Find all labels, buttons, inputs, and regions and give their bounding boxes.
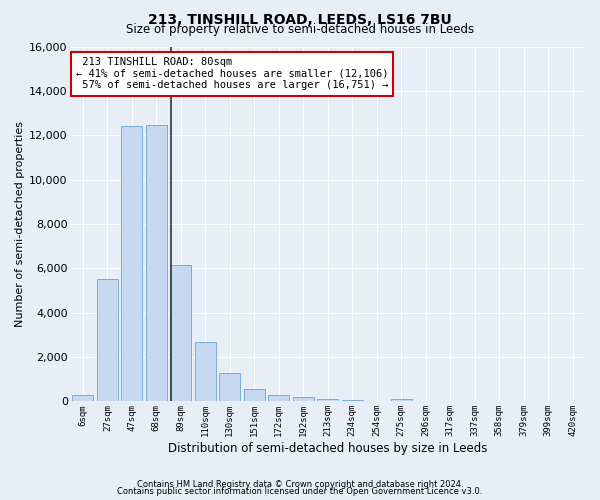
- Bar: [97, 280, 118, 402]
- Bar: [121, 126, 142, 402]
- Text: 213 TINSHILL ROAD: 80sqm
← 41% of semi-detached houses are smaller (12,106)
 57%: 213 TINSHILL ROAD: 80sqm ← 41% of semi-d…: [76, 57, 388, 90]
- Text: Contains HM Land Registry data © Crown copyright and database right 2024.: Contains HM Land Registry data © Crown c…: [137, 480, 463, 489]
- Bar: [220, 372, 240, 402]
- Bar: [293, 397, 314, 402]
- Bar: [342, 400, 362, 402]
- Bar: [391, 399, 412, 402]
- Bar: [73, 395, 93, 402]
- Bar: [244, 389, 265, 402]
- Bar: [415, 401, 436, 402]
- Bar: [268, 395, 289, 402]
- Bar: [170, 265, 191, 402]
- Bar: [195, 342, 216, 402]
- Text: Contains public sector information licensed under the Open Government Licence v3: Contains public sector information licen…: [118, 487, 482, 496]
- Bar: [317, 398, 338, 402]
- Bar: [367, 401, 387, 402]
- Text: 213, TINSHILL ROAD, LEEDS, LS16 7BU: 213, TINSHILL ROAD, LEEDS, LS16 7BU: [148, 12, 452, 26]
- Y-axis label: Number of semi-detached properties: Number of semi-detached properties: [15, 121, 25, 327]
- Text: Size of property relative to semi-detached houses in Leeds: Size of property relative to semi-detach…: [126, 22, 474, 36]
- Bar: [146, 125, 167, 402]
- X-axis label: Distribution of semi-detached houses by size in Leeds: Distribution of semi-detached houses by …: [168, 442, 487, 455]
